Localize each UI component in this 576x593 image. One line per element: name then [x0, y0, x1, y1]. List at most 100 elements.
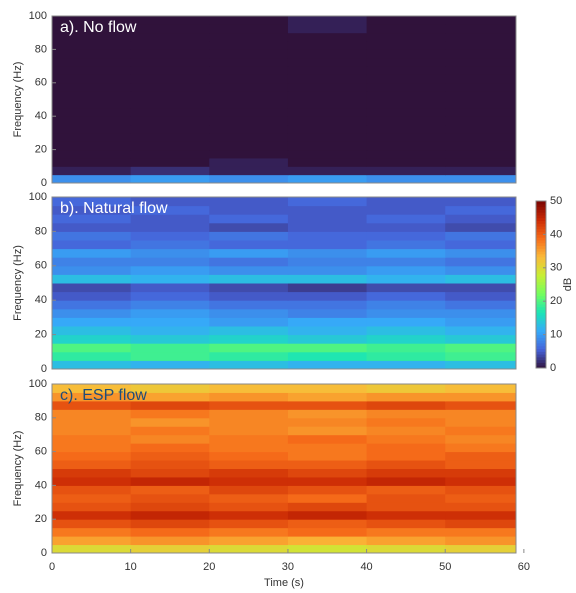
heat-cell: [52, 326, 132, 336]
heat-cell: [130, 32, 210, 42]
heat-cell: [130, 300, 210, 310]
heat-cell: [445, 400, 517, 410]
colorbar-swatch: [536, 365, 546, 369]
heat-cell: [287, 149, 368, 159]
heat-cell: [445, 248, 517, 258]
heat-cell: [52, 99, 132, 109]
heat-cell: [52, 82, 132, 92]
heat-cell: [130, 82, 210, 92]
heat-cell: [287, 485, 368, 495]
heat-cell: [287, 116, 368, 126]
heat-cell: [209, 291, 289, 301]
heat-cell: [130, 451, 210, 461]
heat-cell: [366, 400, 446, 410]
heat-cell: [366, 300, 446, 310]
heat-cell: [445, 519, 517, 529]
heat-cell: [52, 426, 132, 436]
colorbar-swatch: [536, 206, 546, 210]
heat-cell: [52, 231, 132, 241]
heat-cell: [209, 91, 289, 100]
heat-cell: [209, 132, 289, 142]
colorbar-swatch: [536, 329, 546, 333]
heat-cell: [287, 519, 368, 529]
x-tick-label: 60: [518, 561, 530, 573]
heat-cell: [366, 502, 446, 512]
colorbar-swatch: [536, 270, 546, 274]
heat-cell: [445, 265, 517, 275]
heat-cell: [52, 248, 132, 258]
heat-cell: [445, 317, 517, 327]
heat-cell: [209, 392, 289, 402]
heat-cell: [130, 257, 210, 267]
heat-cell: [209, 257, 289, 267]
colorbar-swatch: [536, 245, 546, 249]
colorbar-swatch: [536, 315, 546, 319]
heat-cell: [445, 360, 517, 370]
heat-cell: [366, 443, 446, 453]
heat-cell: [130, 536, 210, 546]
heat-cell: [52, 74, 132, 84]
heat-cell: [287, 49, 368, 59]
heat-cell: [366, 468, 446, 478]
heat-cell: [287, 308, 368, 318]
heat-cell: [445, 41, 517, 50]
colorbar-swatch: [536, 292, 546, 297]
colorbar-swatch: [536, 331, 546, 336]
heat-cell: [445, 326, 517, 336]
heat-cell: [52, 107, 132, 117]
heat-cell: [366, 157, 446, 167]
colorbar-swatch: [536, 320, 546, 324]
heat-cell: [209, 384, 289, 393]
heat-cell: [445, 493, 517, 503]
y-tick-label: 80: [35, 412, 47, 424]
heat-cell: [445, 107, 517, 117]
heat-cell: [52, 460, 132, 469]
heat-cell: [445, 300, 517, 310]
y-tick-label: 0: [41, 177, 47, 189]
colorbar-swatch: [536, 214, 546, 219]
colorbar-tick-label: 20: [550, 295, 562, 307]
colorbar-swatch: [536, 303, 546, 308]
colorbar-swatch: [536, 251, 546, 255]
heat-cell: [445, 544, 517, 554]
colorbar-swatch: [536, 226, 546, 230]
heat-cell: [445, 476, 517, 486]
heat-cell: [366, 343, 446, 353]
heat-cell: [287, 409, 368, 419]
heat-cell: [366, 519, 446, 529]
y-tick-label: 60: [35, 77, 47, 89]
colorbar-swatch: [536, 237, 546, 241]
heat-cell: [130, 384, 210, 393]
heat-cell: [130, 283, 210, 293]
heat-cell: [209, 351, 289, 361]
colorbar-swatch: [536, 312, 546, 316]
heat-cell: [287, 460, 368, 469]
heat-cell: [287, 502, 368, 512]
heat-cell: [209, 343, 289, 353]
colorbar-swatch: [536, 356, 546, 361]
heat-cell: [52, 257, 132, 267]
heat-cell: [287, 41, 368, 50]
colorbar-tick-label: 30: [550, 262, 562, 274]
heat-cell: [366, 257, 446, 267]
heat-cell: [287, 400, 368, 410]
x-axis-label: Time (s): [264, 577, 304, 589]
heat-cell: [52, 157, 132, 167]
x-tick-label: 40: [360, 561, 372, 573]
heat-cell: [287, 214, 368, 224]
heat-cell: [445, 116, 517, 126]
heat-cell: [130, 116, 210, 126]
heat-cell: [130, 434, 210, 444]
y-tick-label: 20: [35, 329, 47, 341]
heat-cell: [287, 334, 368, 344]
heat-cell: [130, 265, 210, 275]
panel-title: c). ESP flow: [60, 387, 147, 404]
heat-cell: [366, 99, 446, 109]
heat-cell: [287, 157, 368, 167]
heat-cell: [445, 308, 517, 318]
heat-cell: [287, 544, 368, 554]
y-tick-label: 80: [35, 43, 47, 55]
heat-cell: [209, 157, 289, 167]
heat-cell: [130, 519, 210, 529]
heat-cell: [130, 141, 210, 151]
